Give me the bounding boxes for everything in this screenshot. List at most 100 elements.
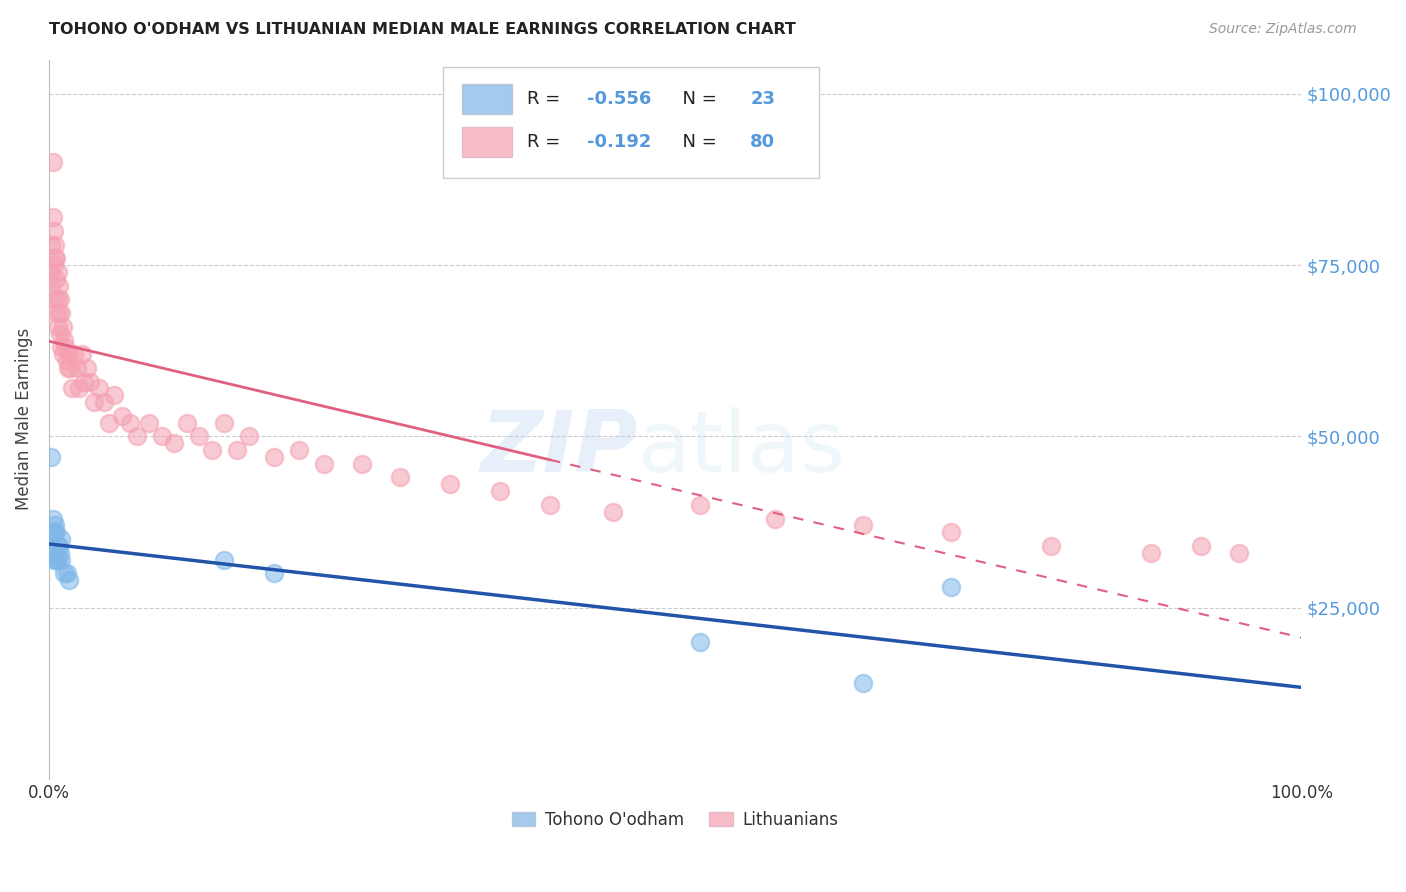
Text: atlas: atlas (637, 407, 845, 490)
Point (79, 375, 101, 389)
Point (53, 334, 76, 348)
Point (763, 511, 786, 525)
Point (103, 388, 125, 402)
Point (48, 539, 70, 553)
Point (263, 566, 285, 581)
Point (46, 319, 69, 334)
Point (488, 484, 510, 499)
Point (602, 505, 624, 519)
Point (238, 429, 260, 443)
Text: TOHONO O'ODHAM VS LITHUANIAN MEDIAN MALE EARNINGS CORRELATION CHART: TOHONO O'ODHAM VS LITHUANIAN MEDIAN MALE… (49, 22, 796, 37)
Point (70, 347, 93, 361)
Point (83, 395, 105, 409)
Point (44, 237, 66, 252)
Point (42, 525, 65, 540)
Point (73, 375, 96, 389)
Point (41, 237, 63, 252)
Point (1189, 539, 1212, 553)
Point (58, 347, 80, 361)
Point (39, 265, 62, 279)
Point (42, 552, 65, 566)
Point (439, 477, 461, 491)
Point (42, 511, 65, 525)
Point (46, 552, 69, 566)
Point (59, 360, 82, 375)
Point (1140, 546, 1163, 560)
Text: -0.192: -0.192 (588, 133, 652, 152)
Point (60, 381, 83, 395)
Point (52, 319, 75, 334)
Point (42, 224, 65, 238)
Point (42, 258, 65, 272)
Text: R =: R = (527, 133, 567, 152)
Point (45, 306, 67, 320)
Point (314, 457, 336, 471)
Point (1039, 539, 1062, 553)
Text: N =: N = (671, 90, 723, 108)
Point (53, 340, 76, 354)
Point (87, 381, 110, 395)
Point (41, 450, 63, 464)
Point (41, 278, 63, 293)
Point (51, 552, 73, 566)
Point (188, 429, 211, 443)
Point (538, 498, 561, 512)
Point (46, 265, 69, 279)
Point (120, 416, 142, 430)
Point (53, 566, 76, 581)
Point (45, 552, 67, 566)
Point (125, 429, 148, 443)
Point (138, 416, 160, 430)
Y-axis label: Median Male Earnings: Median Male Earnings (15, 328, 32, 510)
Point (98, 416, 121, 430)
Point (42, 525, 65, 540)
Text: 23: 23 (751, 90, 775, 108)
Point (44, 518, 66, 533)
Point (51, 532, 73, 546)
Point (689, 635, 711, 649)
Point (214, 416, 236, 430)
Point (46, 293, 69, 307)
Point (52, 347, 75, 361)
Point (45, 272, 67, 286)
Point (852, 518, 875, 533)
Point (76, 360, 98, 375)
Point (45, 252, 67, 266)
Point (110, 409, 132, 423)
Point (42, 210, 65, 224)
Point (48, 306, 70, 320)
Point (93, 395, 115, 409)
Text: 80: 80 (751, 133, 775, 152)
Point (939, 580, 962, 594)
FancyBboxPatch shape (443, 67, 820, 178)
FancyBboxPatch shape (463, 128, 512, 157)
Point (46, 539, 69, 553)
FancyBboxPatch shape (463, 84, 512, 114)
Text: R =: R = (527, 90, 567, 108)
Point (1227, 546, 1250, 560)
Point (44, 546, 66, 560)
Point (67, 381, 90, 395)
Point (51, 306, 73, 320)
Text: N =: N = (671, 133, 723, 152)
Point (42, 155, 65, 169)
Point (939, 525, 962, 540)
Point (55, 566, 77, 581)
Point (263, 450, 285, 464)
Point (63, 347, 86, 361)
Point (58, 574, 80, 588)
Legend: Tohono O'odham, Lithuanians: Tohono O'odham, Lithuanians (505, 804, 845, 835)
Point (48, 278, 70, 293)
Point (56, 360, 79, 375)
Point (201, 443, 224, 458)
Text: ZIP: ZIP (479, 407, 637, 490)
Point (44, 252, 66, 266)
Point (45, 525, 67, 540)
Point (852, 676, 875, 690)
Point (388, 470, 411, 484)
Point (55, 354, 77, 368)
Text: -0.556: -0.556 (588, 90, 652, 108)
Point (288, 443, 311, 458)
Point (352, 457, 374, 471)
Point (163, 436, 186, 450)
